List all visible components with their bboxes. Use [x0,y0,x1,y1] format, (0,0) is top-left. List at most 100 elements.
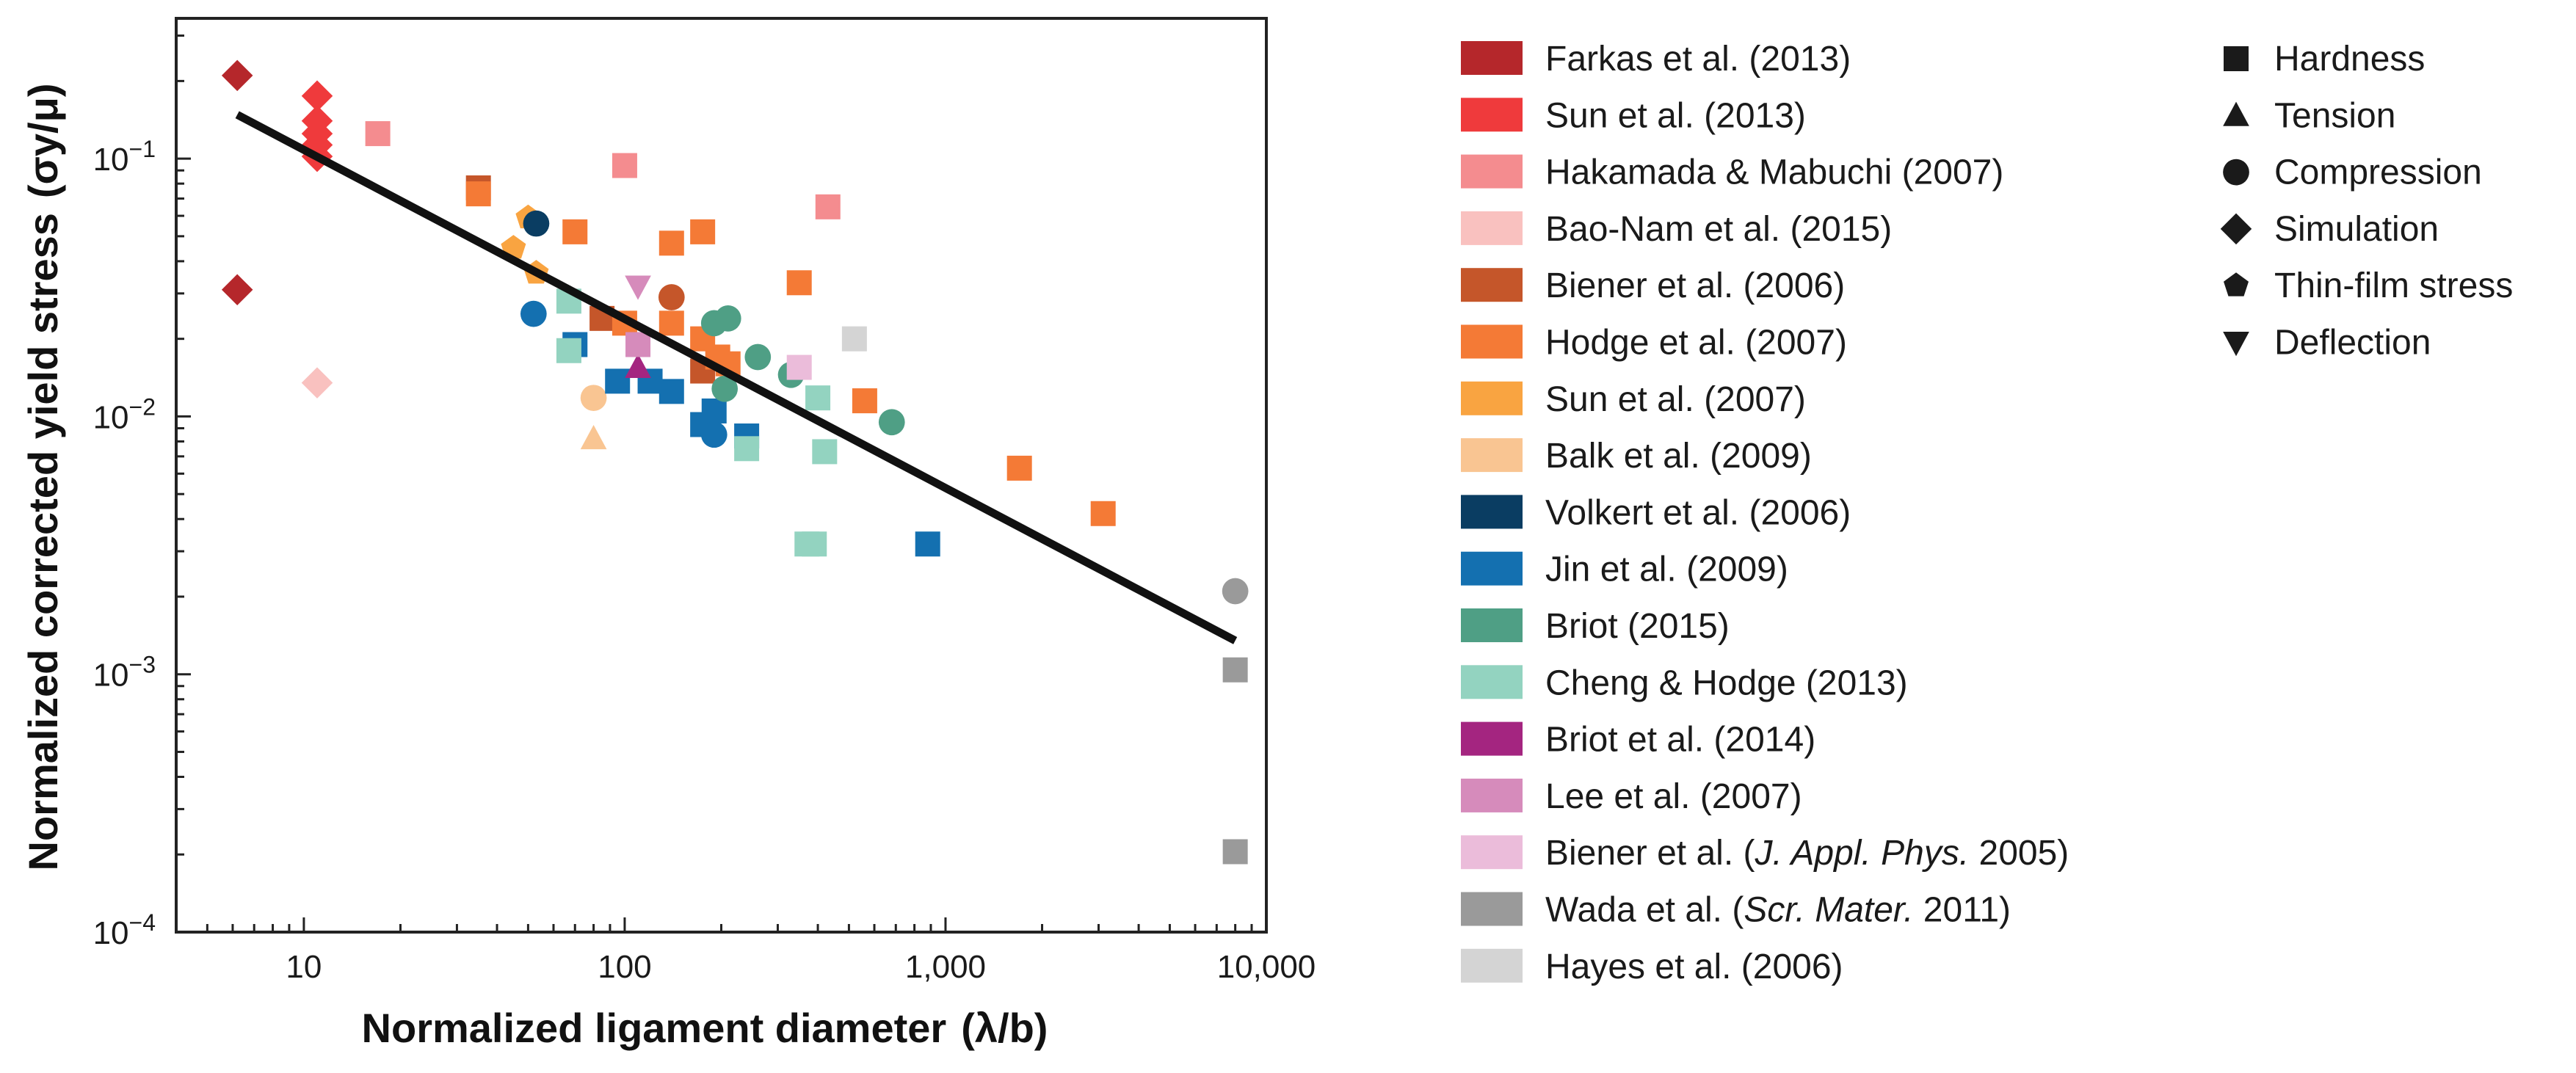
legend-swatch [1461,41,1523,75]
legend-label: Volkert et al. (2006) [1545,493,1851,532]
data-point [714,305,741,332]
legend-label: Biener et al. (J. Appl. Phys. 2005) [1545,834,2069,873]
x-tick-label: 1,000 [905,949,986,985]
data-point [520,300,547,327]
legend-label: Wada et al. (Scr. Mater. 2011) [1545,891,2011,930]
legend-label: Farkas et al. (2013) [1545,40,1851,79]
data-point [625,353,651,379]
legend-label: Hakamada & Mabuchi (2007) [1545,153,2003,192]
data-point [523,210,550,237]
data-point [658,284,685,310]
data-point [625,275,651,300]
data-point [658,230,684,256]
data-point [221,274,253,306]
y-tick-label: 10−2 [93,393,156,435]
legend-marker-label: Hardness [2274,40,2425,79]
x-axis-title: Normalized ligament diameter (λ/b) [362,1005,1048,1051]
data-point [841,326,867,352]
data-point [786,270,812,296]
data-point [301,367,333,399]
data-point [734,436,760,462]
y-tick-label: 10−3 [93,652,156,694]
data-point [1222,839,1248,865]
data-point [580,385,607,412]
data-point [786,354,812,380]
legend-swatch [1461,721,1523,756]
x-tick-label: 100 [598,949,651,985]
data-point [1090,501,1116,526]
legend-swatch [1461,665,1523,699]
legend-marker-label: Compression [2274,153,2482,192]
data-point [711,375,739,402]
y-tick-label: 10−4 [93,909,156,951]
data-point [690,219,716,244]
data-point [580,424,607,450]
series-legend: Farkas et al. (2013) Sun et al. (2013) Hak… [1461,40,2069,986]
axes-frame [175,17,1268,934]
plot-area: 10 100 1,000 10,000 10−4 10−3 10−2 10−1 [93,17,1316,985]
x-tick-label: 10,000 [1217,949,1316,985]
legend-swatch [1461,495,1523,529]
legend-swatch [1461,551,1523,586]
x-axis: 10 100 1,000 10,000 [175,917,1316,985]
legend-label: Sun et al. (2007) [1545,380,1806,419]
y-axis: 10−4 10−3 10−2 10−1 [93,34,191,951]
legend-label: Bao-Nam et al. (2015) [1545,210,1892,249]
legend-label: Briot et al. (2014) [1545,721,1815,760]
data-point [562,219,588,244]
legend-marker-diamond [2220,213,2252,245]
x-tick-label: 10 [286,949,322,985]
y-tick-label: 10−1 [93,136,156,178]
legend-marker-label: Simulation [2274,210,2439,249]
data-point [852,388,877,414]
legend-marker-label: Tension [2274,96,2395,135]
legend-marker-circle [2223,159,2249,186]
data-point [556,338,581,363]
legend-label: Cheng & Hodge (2013) [1545,663,1908,702]
data-markers [221,59,1249,865]
data-point [605,368,631,394]
data-point [1222,657,1248,683]
data-point [612,153,637,178]
data-point [658,310,684,336]
data-point [301,80,333,112]
data-point [805,385,831,411]
data-point [744,343,772,371]
legend-label: Hodge et al. (2007) [1545,324,1847,363]
data-point [802,531,827,557]
legend-label: Balk et al. (2009) [1545,437,1812,476]
legend-label: Lee et al. (2007) [1545,777,1802,816]
legend-swatch [1461,324,1523,359]
data-point [812,439,838,465]
legend-label: Biener et al. (2006) [1545,266,1845,305]
legend-swatch [1461,892,1523,926]
legend-swatch [1461,438,1523,473]
legend-label: Briot (2015) [1545,607,1730,646]
fit-line [235,111,1238,644]
legend-marker-label: Thin-film stress [2274,266,2513,305]
legend-label: Hayes et al. (2006) [1545,947,1843,986]
legend-swatch [1461,211,1523,245]
data-point [625,332,651,357]
data-point [878,409,905,436]
data-point [815,194,841,219]
legend-swatch [1461,835,1523,870]
legend-marker-square [2224,46,2249,71]
data-point [221,59,253,92]
data-point [1006,455,1032,481]
legend-marker-pentagon [2224,272,2249,297]
data-point [365,121,391,147]
legend-swatch [1461,608,1523,642]
data-point [915,531,940,557]
legend-label: Jin et al. (2009) [1545,550,1788,589]
legend-swatch [1461,268,1523,302]
legend-marker-tri-down [2223,332,2249,357]
data-point [700,421,728,448]
data-point [658,379,684,404]
legend-label: Sun et al. (2013) [1545,96,1806,135]
data-point [701,398,727,423]
y-axis-title: Normalized corrected yield stress(σy/μ) [20,84,66,871]
legend-marker-tri-up [2223,101,2249,126]
legend-marker-label: Deflection [2274,324,2431,363]
